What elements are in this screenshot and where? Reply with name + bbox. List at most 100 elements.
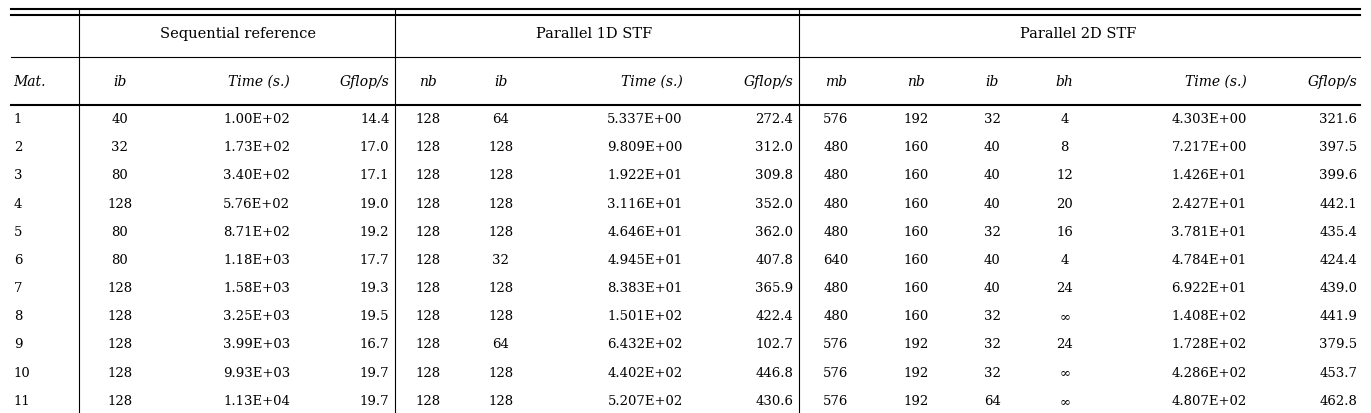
Text: Parallel 2D STF: Parallel 2D STF [1020, 27, 1137, 41]
Text: ∞: ∞ [1060, 394, 1071, 407]
Text: 480: 480 [824, 169, 849, 182]
Text: 32: 32 [984, 113, 1001, 126]
Text: 9.809E+00: 9.809E+00 [607, 141, 683, 154]
Text: 128: 128 [415, 197, 441, 210]
Text: 453.7: 453.7 [1319, 366, 1357, 379]
Text: 446.8: 446.8 [755, 366, 794, 379]
Text: 128: 128 [415, 394, 441, 407]
Text: 480: 480 [824, 141, 849, 154]
Text: 8: 8 [14, 309, 22, 323]
Text: 128: 128 [415, 253, 441, 266]
Text: ib: ib [112, 75, 126, 88]
Text: 4: 4 [14, 197, 22, 210]
Text: 3.99E+03: 3.99E+03 [223, 337, 291, 351]
Text: 442.1: 442.1 [1319, 197, 1357, 210]
Text: 128: 128 [107, 394, 132, 407]
Text: 5.207E+02: 5.207E+02 [607, 394, 683, 407]
Text: mb: mb [825, 75, 847, 88]
Text: 576: 576 [824, 366, 849, 379]
Text: 407.8: 407.8 [755, 253, 794, 266]
Text: 1.18E+03: 1.18E+03 [223, 253, 291, 266]
Text: 480: 480 [824, 309, 849, 323]
Text: 19.3: 19.3 [359, 281, 389, 294]
Text: 19.2: 19.2 [359, 225, 389, 238]
Text: 352.0: 352.0 [755, 197, 794, 210]
Text: 4: 4 [1061, 113, 1069, 126]
Text: 17.1: 17.1 [359, 169, 389, 182]
Text: 128: 128 [488, 366, 513, 379]
Text: 1.73E+02: 1.73E+02 [223, 141, 291, 154]
Text: 80: 80 [111, 169, 128, 182]
Text: 9: 9 [14, 337, 22, 351]
Text: 6.432E+02: 6.432E+02 [607, 337, 683, 351]
Text: 424.4: 424.4 [1319, 253, 1357, 266]
Text: 14.4: 14.4 [361, 113, 389, 126]
Text: 32: 32 [984, 225, 1001, 238]
Text: 422.4: 422.4 [755, 309, 794, 323]
Text: 32: 32 [111, 141, 128, 154]
Text: 128: 128 [415, 309, 441, 323]
Text: 128: 128 [415, 225, 441, 238]
Text: Parallel 1D STF: Parallel 1D STF [536, 27, 653, 41]
Text: 5.76E+02: 5.76E+02 [223, 197, 291, 210]
Text: 40: 40 [984, 197, 1001, 210]
Text: 40: 40 [984, 281, 1001, 294]
Text: 5: 5 [14, 225, 22, 238]
Text: 160: 160 [903, 197, 928, 210]
Text: 128: 128 [107, 281, 132, 294]
Text: 1.408E+02: 1.408E+02 [1172, 309, 1246, 323]
Text: 480: 480 [824, 197, 849, 210]
Text: ib: ib [986, 75, 999, 88]
Text: 32: 32 [984, 337, 1001, 351]
Text: 19.7: 19.7 [359, 394, 389, 407]
Text: 4.784E+01: 4.784E+01 [1172, 253, 1246, 266]
Text: 379.5: 379.5 [1319, 337, 1357, 351]
Text: 576: 576 [824, 113, 849, 126]
Text: 16: 16 [1056, 225, 1073, 238]
Text: 3.116E+01: 3.116E+01 [607, 197, 683, 210]
Text: 397.5: 397.5 [1319, 141, 1357, 154]
Text: 430.6: 430.6 [755, 394, 794, 407]
Text: 160: 160 [903, 281, 928, 294]
Text: 64: 64 [492, 113, 509, 126]
Text: 435.4: 435.4 [1319, 225, 1357, 238]
Text: 32: 32 [984, 366, 1001, 379]
Text: 640: 640 [824, 253, 849, 266]
Text: 399.6: 399.6 [1319, 169, 1357, 182]
Text: ib: ib [494, 75, 507, 88]
Text: 128: 128 [488, 225, 513, 238]
Text: 4.646E+01: 4.646E+01 [607, 225, 683, 238]
Text: 102.7: 102.7 [755, 337, 794, 351]
Text: 12: 12 [1056, 169, 1073, 182]
Text: 362.0: 362.0 [755, 225, 794, 238]
Text: 128: 128 [488, 141, 513, 154]
Text: 480: 480 [824, 281, 849, 294]
Text: bh: bh [1056, 75, 1073, 88]
Text: 128: 128 [107, 337, 132, 351]
Text: 10: 10 [14, 366, 30, 379]
Text: 1.58E+03: 1.58E+03 [223, 281, 291, 294]
Text: nb: nb [420, 75, 437, 88]
Text: Gflop/s: Gflop/s [340, 75, 389, 88]
Text: 272.4: 272.4 [755, 113, 794, 126]
Text: 4.303E+00: 4.303E+00 [1171, 113, 1246, 126]
Text: 128: 128 [415, 141, 441, 154]
Text: 19.5: 19.5 [359, 309, 389, 323]
Text: 24: 24 [1056, 337, 1073, 351]
Text: 8.383E+01: 8.383E+01 [607, 281, 683, 294]
Text: 32: 32 [984, 309, 1001, 323]
Text: 17.7: 17.7 [359, 253, 389, 266]
Text: 3: 3 [14, 169, 22, 182]
Text: 128: 128 [488, 169, 513, 182]
Text: 160: 160 [903, 309, 928, 323]
Text: Time (s.): Time (s.) [229, 75, 291, 88]
Text: 8: 8 [1061, 141, 1069, 154]
Text: 4: 4 [1061, 253, 1069, 266]
Text: 24: 24 [1056, 281, 1073, 294]
Text: 40: 40 [984, 253, 1001, 266]
Text: 80: 80 [111, 225, 128, 238]
Text: 128: 128 [415, 169, 441, 182]
Text: 4.402E+02: 4.402E+02 [607, 366, 683, 379]
Text: 40: 40 [984, 169, 1001, 182]
Text: 128: 128 [415, 366, 441, 379]
